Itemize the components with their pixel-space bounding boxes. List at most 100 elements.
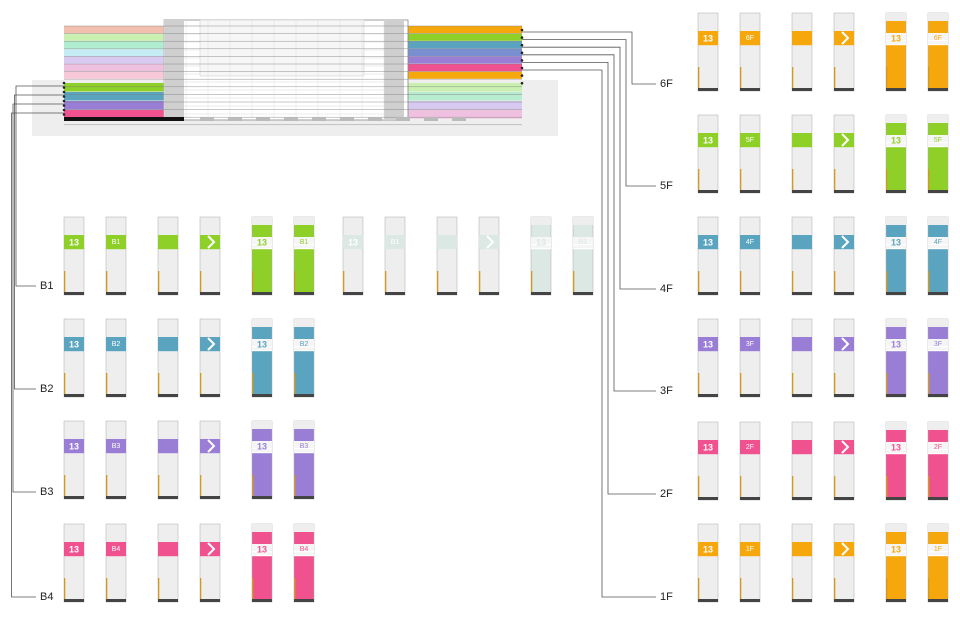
- badge-floor: B2: [112, 341, 121, 348]
- panel-body: [885, 114, 907, 194]
- panel-band: [385, 235, 405, 249]
- panel-stripe: [698, 551, 718, 553]
- panel-stripe: [64, 350, 84, 352]
- panel-body: [572, 216, 594, 296]
- panel-stripe: [252, 248, 272, 250]
- panel-edge: [698, 373, 700, 394]
- chevron-right-icon: [841, 133, 850, 147]
- panel-body: [530, 216, 552, 296]
- panel-body: [791, 216, 813, 296]
- panel-edge: [64, 475, 66, 496]
- panel-body: [251, 318, 273, 398]
- sign-set-B1: 13 B1 13 B1: [63, 216, 315, 296]
- panel-body: [833, 114, 855, 194]
- panel-stripe: [886, 555, 906, 557]
- panel-band: [792, 542, 812, 556]
- panel-cap: [886, 524, 906, 532]
- panel-edge: [834, 271, 836, 292]
- section-slab-dot: [520, 51, 524, 55]
- panel-stripe: [698, 248, 718, 250]
- panel-stripe: [64, 555, 84, 557]
- panel-band: [343, 235, 363, 249]
- panel-stripe: [294, 551, 314, 553]
- badge-number: 13: [69, 441, 79, 451]
- panel-base: [792, 88, 812, 91]
- sign-set-2F: 13 2F 13 2F: [697, 421, 949, 501]
- panel-base: [385, 292, 405, 295]
- panel-body: [927, 12, 949, 92]
- panel-base: [294, 496, 314, 499]
- panel-base: [698, 394, 718, 397]
- badge-number: 13: [891, 442, 901, 452]
- section-ground-marker: [340, 117, 354, 121]
- panel-stripe: [834, 350, 854, 352]
- panel-stripe: [928, 449, 948, 451]
- panel-cap: [294, 319, 314, 327]
- panel-label-strip: [252, 237, 272, 249]
- panel-band: [740, 337, 760, 351]
- panel-cap: [886, 422, 906, 430]
- panel-stripe: [158, 346, 178, 348]
- badge-number: 13: [891, 135, 901, 145]
- panel-edge: [252, 271, 254, 292]
- panel-body: [927, 216, 949, 296]
- panel-stripe: [886, 453, 906, 455]
- panel-label-strip: [886, 135, 906, 147]
- floor-label-1F: 1F: [660, 591, 673, 603]
- badge-number: 13: [348, 237, 358, 247]
- panel-body: [63, 420, 85, 500]
- panel-stripe: [573, 248, 593, 250]
- panel-edge: [698, 67, 700, 88]
- panel-body: [697, 216, 719, 296]
- panel-body: [885, 216, 907, 296]
- panel-base: [294, 394, 314, 397]
- section-band-lower-left: [64, 110, 164, 119]
- section-slab-dot: [520, 66, 524, 70]
- panel-stripe: [698, 44, 718, 46]
- badge-number: 13: [257, 441, 267, 451]
- panel-stripe: [158, 551, 178, 553]
- section-band-upper-left: [64, 48, 164, 56]
- panel-edge: [928, 67, 930, 88]
- panel-body: [293, 216, 315, 296]
- panel-edge: [740, 578, 742, 599]
- panel-stripe: [792, 142, 812, 144]
- section-slab-dot: [520, 59, 524, 62]
- panel-edge: [792, 169, 794, 190]
- panel-base: [698, 292, 718, 295]
- panel-edge: [792, 476, 794, 497]
- sign-set-B3: 13 B3 13 B3: [63, 420, 315, 500]
- panel-stripe: [698, 244, 718, 246]
- panel-band: [698, 31, 718, 45]
- section-band-upper-right: [408, 64, 522, 72]
- panel-edge: [64, 271, 66, 292]
- section-upper-void: [199, 19, 365, 77]
- section-ground-marker: [200, 117, 214, 121]
- badge-floor: B1: [579, 239, 588, 246]
- panel-body: [157, 216, 179, 296]
- panel-stripe: [740, 555, 760, 557]
- panel-stripe: [886, 449, 906, 451]
- building-section: [32, 19, 558, 136]
- panel-cap: [928, 524, 948, 532]
- panel-base: [698, 190, 718, 193]
- panel-band: [792, 440, 812, 454]
- panel-base: [792, 394, 812, 397]
- panel-stripe: [294, 350, 314, 352]
- panel-base: [834, 599, 854, 602]
- panel-stripe: [698, 555, 718, 557]
- panel-body: [739, 421, 761, 501]
- section-slab-dot: [520, 81, 524, 85]
- section-band-lower-right: [408, 110, 522, 119]
- section-slab-dot: [62, 99, 66, 103]
- panel-base: [64, 292, 84, 295]
- panel-stripe: [886, 44, 906, 46]
- section-band-upper-right: [408, 33, 522, 41]
- panel-stripe: [252, 350, 272, 352]
- panel-base: [252, 394, 272, 397]
- badge-floor: B4: [112, 546, 121, 553]
- panel-stripe: [385, 244, 405, 246]
- section-ground-blocks: [64, 117, 184, 121]
- chevron-right-icon: [841, 440, 850, 454]
- panel-edge: [928, 169, 930, 190]
